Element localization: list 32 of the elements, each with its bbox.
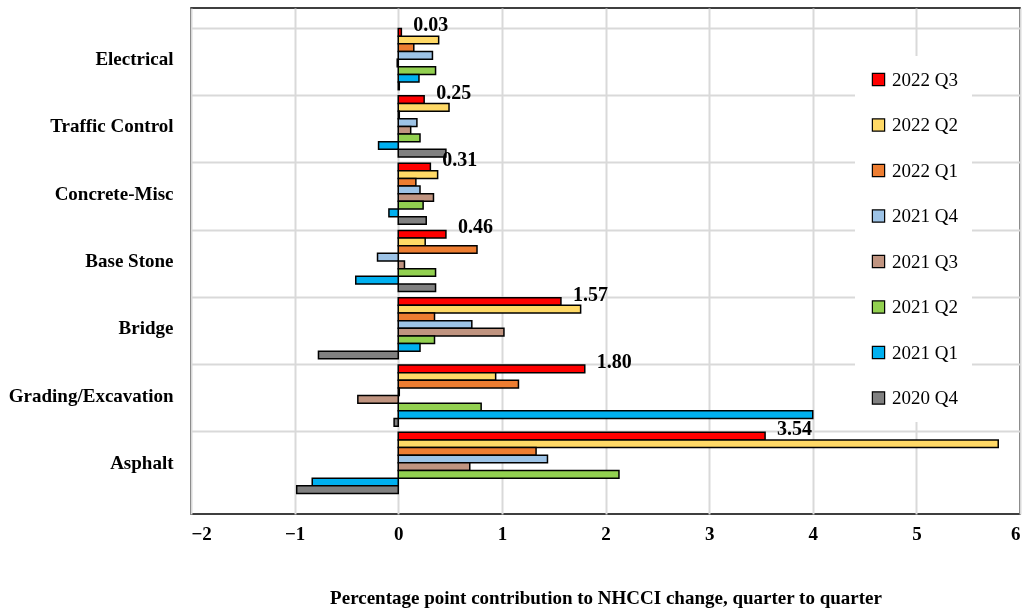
x-tick-label: 5 [912, 522, 922, 544]
legend-label: 2021 Q3 [892, 250, 958, 272]
x-axis-title: Percentage point contribution to NHCCI change, quarter to quarter [330, 586, 883, 608]
y-tick-label: Concrete-Misc [54, 182, 174, 204]
x-tick-label: 6 [1011, 522, 1021, 544]
x-tick-label: 3 [704, 522, 715, 544]
legend-label: 2021 Q2 [892, 296, 958, 317]
data-label: 0.03 [413, 13, 449, 36]
x-tick-label: −1 [284, 522, 306, 544]
data-label: 0.31 [442, 147, 478, 170]
legend-label: 2020 Q4 [892, 387, 959, 408]
y-tick-label: Bridge [118, 317, 174, 339]
x-tick-label: −2 [191, 522, 212, 544]
legend-label: 2021 Q1 [892, 341, 958, 363]
data-label: 0.25 [436, 80, 472, 103]
x-tick-label: 0 [394, 522, 404, 544]
data-label: 3.54 [777, 417, 813, 440]
legend-label: 2021 Q4 [892, 205, 959, 226]
legend-label: 2022 Q2 [892, 114, 958, 135]
y-tick-label: Traffic Control [50, 115, 174, 137]
y-tick-label: Electrical [95, 48, 174, 70]
data-label: 1.57 [572, 282, 608, 305]
y-tick-label: Base Stone [85, 250, 174, 271]
x-tick-label: 2 [601, 522, 611, 544]
y-tick-label: Asphalt [110, 451, 175, 473]
legend-label: 2022 Q3 [892, 68, 958, 90]
data-label: 1.80 [596, 349, 632, 372]
y-tick-label: Grading/Excavation [8, 384, 174, 406]
x-tick-label: 4 [808, 522, 819, 544]
legend-label: 2022 Q1 [892, 159, 958, 181]
x-tick-label: 1 [497, 522, 508, 544]
data-label: 0.46 [457, 215, 493, 238]
